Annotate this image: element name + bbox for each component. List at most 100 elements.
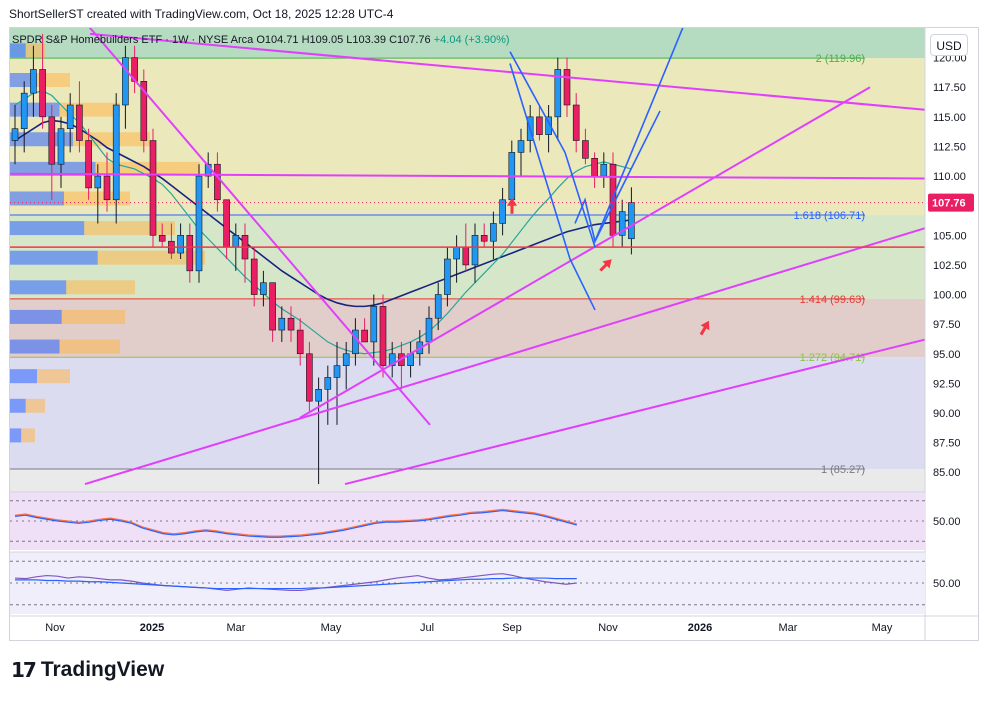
- candle-body: [48, 116, 56, 165]
- price-tick: 92.50: [933, 378, 961, 390]
- candle-body: [370, 306, 378, 343]
- price-tick: 100.00: [933, 290, 967, 302]
- red-arrow-icon: [507, 197, 517, 214]
- candle-body: [287, 317, 295, 331]
- price-tick: 117.50: [933, 82, 966, 94]
- candle-body: [39, 69, 46, 118]
- candle-body: [306, 353, 313, 402]
- candle-body: [11, 128, 19, 141]
- candle-body: [278, 317, 286, 331]
- close-value: C107.76: [389, 34, 431, 46]
- candle-body: [260, 282, 267, 295]
- candle-body: [480, 235, 488, 242]
- fib-label: 2 (119.96): [816, 53, 865, 65]
- candle-body: [425, 317, 433, 343]
- candle-body: [315, 389, 322, 402]
- candle-body: [490, 223, 497, 242]
- brand-name: TradingView: [40, 658, 165, 681]
- price-tick: 97.50: [933, 319, 961, 331]
- volume-profile-bar: [37, 369, 70, 384]
- candle-body: [628, 202, 635, 240]
- price-tick: 110.00: [933, 171, 966, 183]
- volume-profile-bar: [10, 339, 60, 354]
- candle-body: [122, 57, 129, 106]
- candle-body: [434, 294, 442, 319]
- candle-body: [545, 116, 552, 135]
- chart-credit: ShortSellerST created with TradingView.c…: [9, 7, 394, 21]
- fib-label: 1.414 (99.63): [800, 294, 865, 306]
- oscillator-1-series: [14, 508, 577, 537]
- candle-body: [195, 175, 203, 272]
- candle-body: [94, 175, 102, 189]
- candle-body: [30, 69, 37, 94]
- price-tick: 112.50: [933, 141, 966, 153]
- volume-profile-bar: [10, 221, 85, 236]
- candle-body: [85, 140, 92, 189]
- currency-button[interactable]: USD: [930, 34, 968, 56]
- candle-body: [112, 104, 120, 201]
- candle-body: [103, 175, 111, 201]
- candle-body: [453, 246, 460, 260]
- volume-profile-bar: [25, 398, 45, 413]
- high-value: H109.05: [301, 34, 344, 46]
- candle-body: [324, 377, 332, 390]
- volume-profile-bar: [66, 280, 135, 295]
- change-value: +4.04 (+3.90%): [433, 34, 510, 46]
- open-value: O104.71: [256, 34, 299, 46]
- volume-profile-bar: [59, 102, 120, 117]
- chart-frame: 2 (119.96) 1.618 (106.71) 1.414 (99.63) 1.2…: [9, 9, 979, 641]
- trendline: [84, 21, 431, 426]
- candle-body: [462, 246, 470, 266]
- candle-body: [361, 329, 368, 343]
- channel-line: [509, 51, 596, 248]
- fib-band: [10, 58, 925, 216]
- channel-line: [509, 63, 596, 311]
- time-tick: May: [872, 622, 893, 634]
- candle-body: [563, 69, 571, 106]
- candle-body: [186, 235, 194, 272]
- fib-band: [10, 469, 925, 496]
- volume-profile-bar: [10, 428, 22, 443]
- candle-body: [352, 329, 359, 355]
- oscillator-1-series: [14, 509, 577, 538]
- candle-body: [269, 282, 276, 331]
- oscillator-1-tick: 50.00: [933, 516, 961, 528]
- candle-body: [333, 365, 341, 378]
- price-tick: 102.50: [933, 260, 967, 272]
- fib-band: [10, 298, 925, 358]
- candle-body: [517, 140, 525, 153]
- candle-body: [214, 163, 221, 201]
- low-value: L103.39: [346, 34, 387, 46]
- candle-body: [250, 258, 258, 295]
- candle-body: [600, 163, 608, 177]
- fib-label: 1.618 (106.71): [793, 210, 865, 222]
- volume-profile-bar: [21, 428, 35, 443]
- candle-body: [499, 199, 506, 224]
- trendline: [84, 227, 926, 486]
- symbol-legend: SPDR S&P Homebuilders ETF · 1W · NYSE Ar…: [12, 34, 510, 46]
- price-tick: 95.00: [933, 349, 961, 361]
- volume-profile-bar: [64, 191, 130, 206]
- current-price-label: 107.76: [932, 198, 966, 210]
- price-chart[interactable]: 2 (119.96) 1.618 (106.71) 1.414 (99.63) 1.2…: [9, 9, 978, 640]
- trendline: [344, 338, 926, 486]
- time-tick: Nov: [598, 622, 618, 634]
- volume-profile-bar: [10, 369, 37, 384]
- candle-body: [342, 353, 350, 366]
- oscillator-2-tick: 50.00: [933, 578, 961, 590]
- price-tick: 85.00: [933, 467, 961, 479]
- volume-profile-bar: [10, 132, 73, 147]
- volume-profile-bar: [10, 280, 67, 295]
- candle-body: [140, 81, 148, 141]
- candle-body: [232, 235, 240, 248]
- candle-body: [149, 140, 157, 236]
- volume-profile-bar: [10, 250, 98, 265]
- volume-profile-bar: [10, 398, 26, 413]
- fib-band: [10, 357, 925, 470]
- volume-profile-bar: [61, 309, 125, 324]
- fib-label: 1 (85.27): [821, 464, 865, 476]
- candle-body: [57, 128, 65, 165]
- candle-body: [177, 235, 184, 254]
- oscillator-2-series: [14, 573, 577, 592]
- candle-body: [223, 199, 230, 248]
